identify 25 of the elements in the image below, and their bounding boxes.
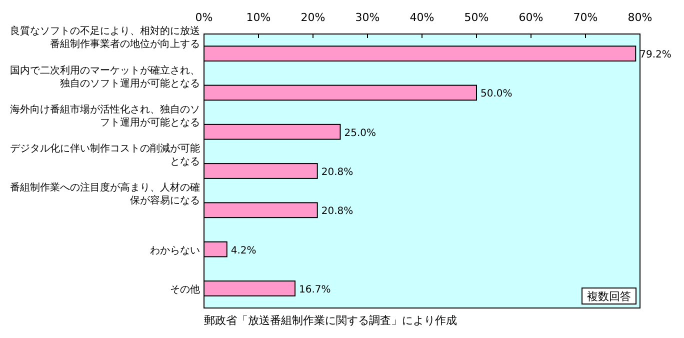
data-label: 50.0% xyxy=(480,88,512,100)
data-label: 25.0% xyxy=(344,128,376,139)
x-tick-label: 50% xyxy=(464,11,489,24)
x-tick-label: 40% xyxy=(410,11,434,24)
y-tick-label: わからない xyxy=(150,245,200,256)
y-tick-label: その他 xyxy=(170,283,200,296)
x-tick-label: 0% xyxy=(195,11,213,24)
x-tick-label: 60% xyxy=(518,11,544,24)
x-tick-label: 30% xyxy=(355,11,380,24)
y-tick-label: 番組制作業への注目度が高まり、人材の確保が容易になる xyxy=(10,182,200,207)
x-tick-label: 80% xyxy=(628,11,652,24)
data-label: 20.8% xyxy=(321,206,354,218)
y-tick-label: 海外向け番組市場が活性化され、独自のソフト運用が可能となる xyxy=(10,103,200,128)
data-label: 20.8% xyxy=(321,167,354,178)
data-label: 16.7% xyxy=(299,284,331,296)
x-tick-label: 20% xyxy=(300,11,326,24)
x-tick-label: 70% xyxy=(573,11,598,24)
y-tick-label: 国内で二次利用のマーケットが確立され、独自のソフト運用が可能となる xyxy=(10,64,200,90)
text: 郵政省「放送番組制作業に関する調査」により作成 xyxy=(204,314,457,327)
annotation: 複数回答 xyxy=(587,290,631,303)
data-label: 79.2% xyxy=(640,50,672,61)
y-tick-label: デジタル化に伴い制作コストの削減が可能となる xyxy=(10,142,200,168)
x-tick-label: 10% xyxy=(246,11,271,24)
data-label: 4.2% xyxy=(230,245,256,256)
y-tick-label: 良質なソフトの不足により、相対的に放送番組制作事業者の地位が向上する xyxy=(10,25,200,50)
